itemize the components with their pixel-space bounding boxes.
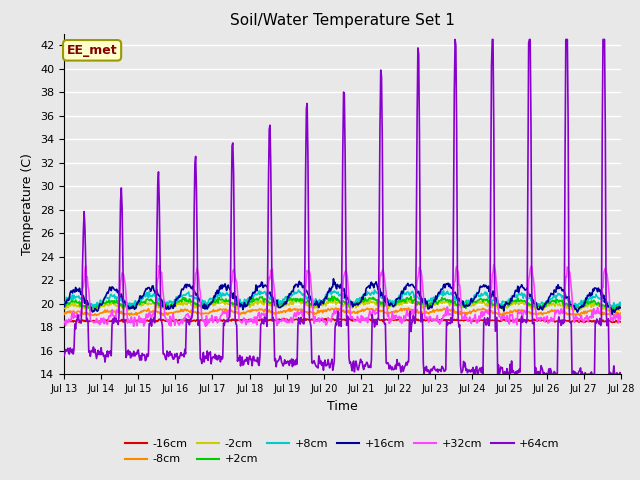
-16cm <box>60 318 68 324</box>
-16cm <box>184 317 192 323</box>
Line: +64cm: +64cm <box>64 39 621 374</box>
+16cm <box>609 311 616 317</box>
+2cm <box>428 300 435 306</box>
+32cm <box>184 311 192 316</box>
-8cm <box>404 305 412 311</box>
+16cm <box>617 305 625 311</box>
Line: +32cm: +32cm <box>64 264 621 326</box>
+32cm <box>617 316 625 322</box>
+32cm <box>127 314 135 320</box>
+64cm <box>70 346 78 351</box>
-2cm <box>428 302 435 308</box>
+2cm <box>214 296 221 302</box>
+32cm <box>202 324 209 329</box>
+2cm <box>60 301 68 307</box>
-8cm <box>70 308 78 314</box>
+8cm <box>214 295 221 300</box>
+16cm <box>70 288 78 294</box>
-16cm <box>614 320 621 325</box>
Text: EE_met: EE_met <box>67 44 117 57</box>
+64cm <box>617 372 625 377</box>
-16cm <box>300 315 308 321</box>
+32cm <box>214 319 222 324</box>
Title: Soil/Water Temperature Set 1: Soil/Water Temperature Set 1 <box>230 13 455 28</box>
+32cm <box>411 311 419 316</box>
+2cm <box>607 307 615 312</box>
+32cm <box>70 311 78 316</box>
+16cm <box>127 304 135 310</box>
+16cm <box>184 282 192 288</box>
+2cm <box>184 298 192 303</box>
Line: +8cm: +8cm <box>64 290 621 308</box>
-16cm <box>428 317 435 323</box>
Line: -16cm: -16cm <box>64 318 621 323</box>
-2cm <box>605 309 613 314</box>
+8cm <box>617 301 625 307</box>
-8cm <box>617 310 625 316</box>
-16cm <box>411 317 419 323</box>
-2cm <box>127 305 135 311</box>
Line: +16cm: +16cm <box>64 279 621 314</box>
+2cm <box>617 301 625 307</box>
+8cm <box>60 300 68 305</box>
-8cm <box>184 308 192 313</box>
+16cm <box>214 288 221 293</box>
+32cm <box>60 319 68 325</box>
+8cm <box>371 287 378 293</box>
+2cm <box>127 304 135 310</box>
+64cm <box>60 353 68 359</box>
-16cm <box>617 319 625 324</box>
+2cm <box>70 299 78 304</box>
-2cm <box>184 299 192 304</box>
-2cm <box>70 303 78 309</box>
Line: -2cm: -2cm <box>64 300 621 312</box>
+2cm <box>328 293 336 299</box>
-8cm <box>127 310 135 316</box>
-8cm <box>411 308 419 314</box>
-2cm <box>214 300 221 306</box>
+8cm <box>428 295 435 301</box>
+2cm <box>411 296 419 302</box>
+16cm <box>330 276 337 282</box>
-16cm <box>127 318 135 324</box>
X-axis label: Time: Time <box>327 400 358 413</box>
+16cm <box>60 304 68 310</box>
-16cm <box>70 318 78 324</box>
+64cm <box>127 350 135 356</box>
Line: -8cm: -8cm <box>64 308 621 317</box>
-8cm <box>214 308 221 314</box>
Legend: -16cm, -8cm, -2cm, +2cm, +8cm, +16cm, +32cm, +64cm: -16cm, -8cm, -2cm, +2cm, +8cm, +16cm, +3… <box>121 434 564 469</box>
+32cm <box>490 262 498 267</box>
+64cm <box>214 357 221 363</box>
+8cm <box>70 292 78 298</box>
-2cm <box>60 304 68 310</box>
+64cm <box>470 372 477 377</box>
+8cm <box>411 293 419 299</box>
+64cm <box>410 315 418 321</box>
Y-axis label: Temperature (C): Temperature (C) <box>22 153 35 255</box>
+16cm <box>411 285 419 290</box>
-2cm <box>617 305 625 311</box>
+16cm <box>428 304 435 310</box>
Line: +2cm: +2cm <box>64 296 621 310</box>
-8cm <box>611 314 618 320</box>
+64cm <box>184 319 192 324</box>
-2cm <box>406 297 414 303</box>
-8cm <box>60 312 68 317</box>
+64cm <box>426 369 434 375</box>
-16cm <box>214 317 221 323</box>
+8cm <box>184 290 192 296</box>
+8cm <box>611 305 618 311</box>
+8cm <box>127 301 135 307</box>
-2cm <box>411 301 419 307</box>
-8cm <box>428 310 435 315</box>
+32cm <box>428 317 435 323</box>
+64cm <box>451 36 459 42</box>
